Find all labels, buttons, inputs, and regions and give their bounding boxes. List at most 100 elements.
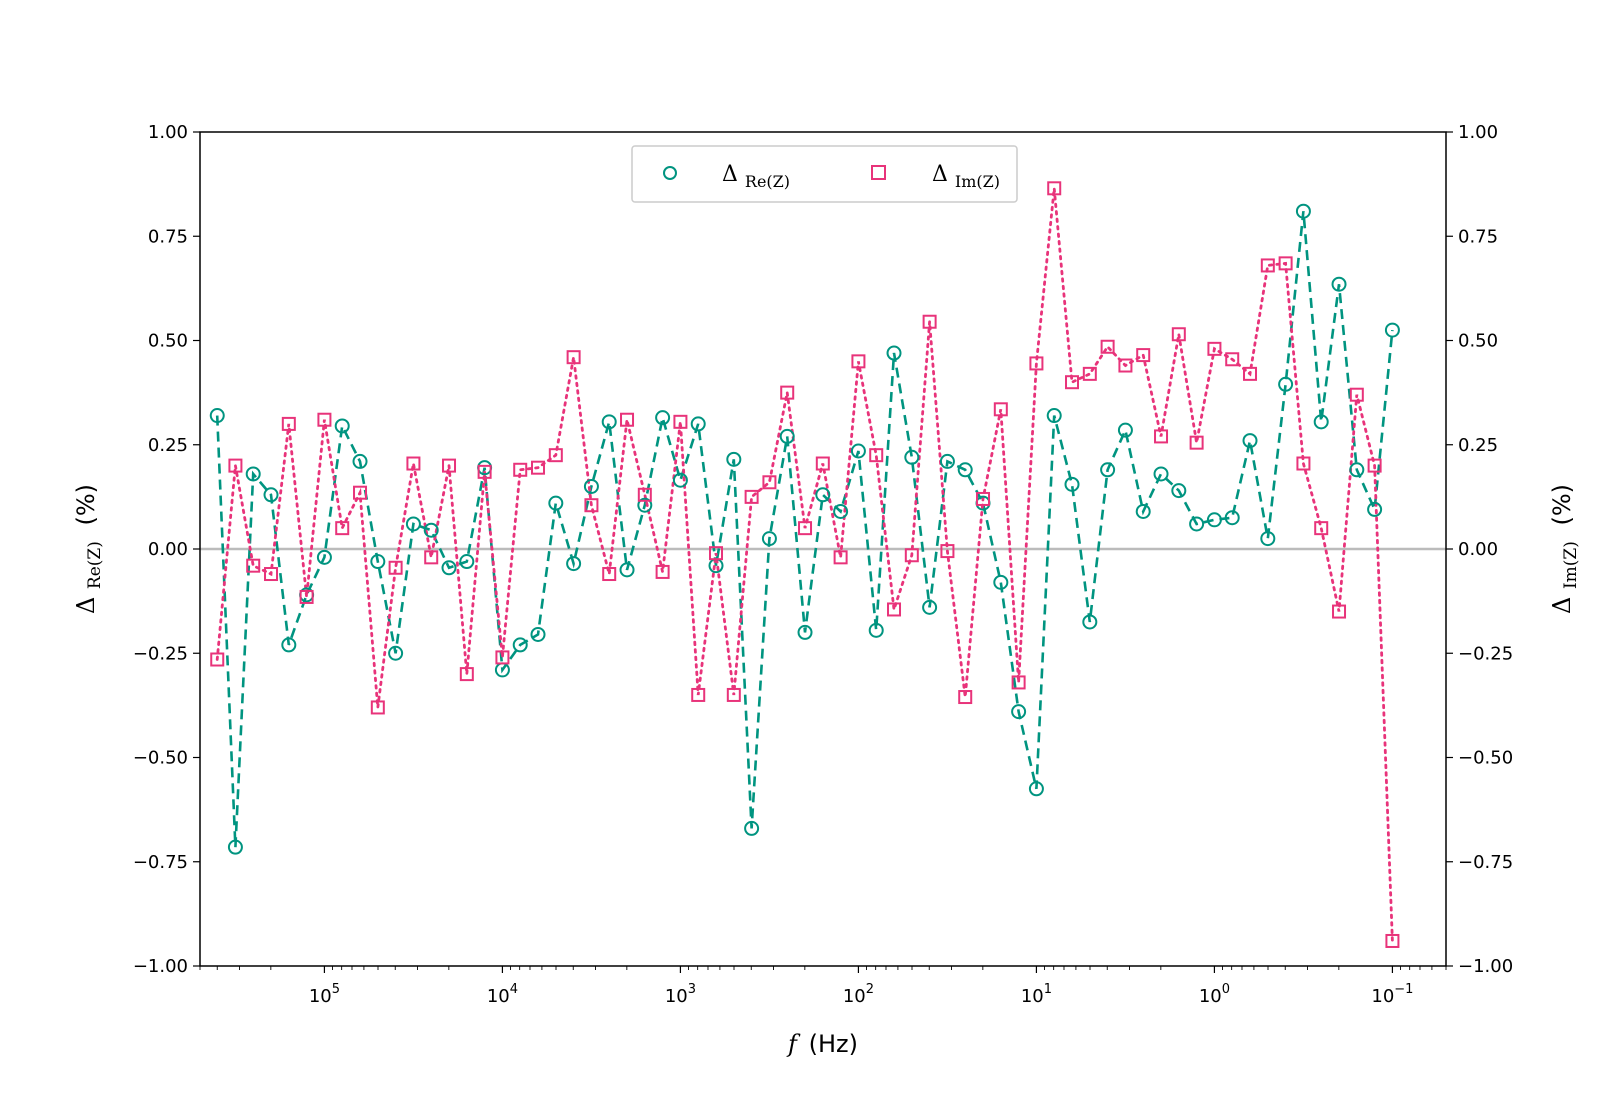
im-data-point [602,567,617,582]
im-data-point [1260,258,1275,273]
x-tick-label: 102 [843,982,874,1007]
im-data-point [495,650,510,665]
im-data-point [1154,429,1169,444]
re-data-point [637,497,653,513]
im-data-point [584,498,599,513]
re-data-point [512,637,528,653]
re-data-point [583,478,599,494]
re-data-point [1135,503,1151,519]
re-data-point [1206,512,1222,528]
legend-marker-im [871,165,886,180]
left-y-axis-title: Δ Re(Z) (%) [72,484,106,614]
im-data-point [442,458,457,473]
im-data-point [246,558,261,573]
re-data-point [904,449,920,465]
right-y-axis-title: Δ Im(Z) (%) [1548,484,1582,614]
x-axis-title-unit: (Hz) [809,1030,858,1058]
left-y-tick-label: −1.00 [133,956,188,977]
right-y-tick-label: −0.50 [1458,748,1513,769]
im-data-point [353,485,368,500]
x-tick-label: 10−1 [1371,982,1413,1007]
re-data-point [601,414,617,430]
re-data-point [1028,781,1044,797]
x-tick-label-base: 10 [1199,986,1222,1007]
re-data-point [530,626,546,642]
x-tick-label: 104 [487,982,518,1007]
re-data-point [1367,501,1383,517]
im-data-point [709,546,724,561]
im-data-point [851,354,866,369]
re-data-point [815,487,831,503]
im-data-point [264,567,279,582]
series-line-im [215,188,1394,943]
x-tick-label-exponent: 3 [688,982,696,997]
im-data-point [1296,456,1311,471]
left-y-tick-label: 0.00 [148,539,188,560]
im-data-point [780,385,795,400]
im-data-point [1189,435,1204,450]
im-data-point [976,491,991,506]
re-data-point [833,503,849,519]
x-tick-label: 103 [665,982,696,1007]
re-data-point [566,556,582,572]
im-data-point [477,464,492,479]
left-y-axis-title-delta: Δ [72,597,100,614]
re-data-point [1117,422,1133,438]
im-data-point [620,412,635,427]
im-data-point [424,550,439,565]
im-data-point [1082,366,1097,381]
im-data-point [531,460,546,475]
im-data-point [281,416,296,431]
im-data-point [798,521,813,536]
im-data-point [1047,181,1062,196]
re-data-point [245,466,261,482]
left-y-tick-label: 0.75 [148,226,188,247]
re-data-point [316,549,332,565]
im-data-point [1065,375,1080,390]
legend-label-im-sub: Im(Z) [955,172,1000,191]
re-data-point [227,839,243,855]
x-tick-label-base: 10 [309,986,332,1007]
im-data-point [1243,366,1258,381]
re-data-point [690,416,706,432]
im-data-point [1278,256,1293,271]
im-data-point [726,687,741,702]
x-tick-label-base: 10 [843,986,866,1007]
re-data-point [1260,531,1276,547]
re-data-point [1011,704,1027,720]
re-data-point [1046,408,1062,424]
left-y-tick-label: −0.75 [133,852,188,873]
legend-label-re-delta: Δ [722,162,738,187]
legend-label-re: Δ Re(Z) [722,162,790,191]
re-data-point [459,554,475,570]
im-data-point [637,487,652,502]
right-y-axis-title-unit: (%) [1548,484,1576,526]
im-data-point [958,690,973,705]
im-data-point [1314,521,1329,536]
re-data-point [405,516,421,532]
re-data-point [1153,466,1169,482]
x-axis-title: f (Hz) [786,1030,858,1058]
re-data-point [388,645,404,661]
re-data-point [1295,203,1311,219]
im-data-point [833,550,848,565]
re-data-point [1224,510,1240,526]
left-y-axis-title-unit: (%) [72,484,100,526]
x-tick-label-exponent: 5 [332,982,340,997]
im-data-point [406,456,421,471]
x-tick-label-base: 10 [665,986,688,1007]
re-data-point [886,345,902,361]
legend-label-im: Δ Im(Z) [932,162,1000,191]
right-y-tick-label: 0.75 [1458,226,1498,247]
re-data-point [744,820,760,836]
re-data-point [779,428,795,444]
right-y-tick-label: −0.75 [1458,852,1513,873]
im-data-point [228,458,243,473]
re-data-point [726,451,742,467]
re-data-point [1189,516,1205,532]
re-data-point [1349,462,1365,478]
x-tick-label-base: 10 [1371,986,1394,1007]
right-y-tick-label: 0.50 [1458,331,1498,352]
re-data-point [423,522,439,538]
re-data-point [1082,614,1098,630]
